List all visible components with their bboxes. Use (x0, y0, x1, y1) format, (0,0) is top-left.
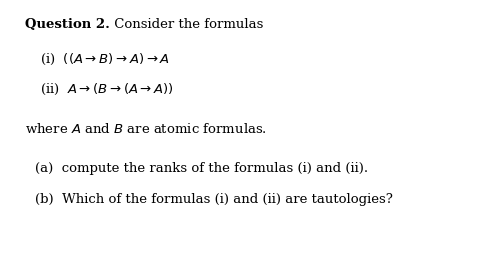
Text: (a)  compute the ranks of the formulas (i) and (ii).: (a) compute the ranks of the formulas (i… (35, 162, 368, 175)
Text: where $A$ and $B$ are atomic formulas.: where $A$ and $B$ are atomic formulas. (25, 122, 267, 136)
Text: Consider the formulas: Consider the formulas (110, 18, 263, 31)
Text: (b)  Which of the formulas (i) and (ii) are tautologies?: (b) Which of the formulas (i) and (ii) a… (35, 193, 393, 206)
Text: (ii)  $A \to (B \to (A \to A))$: (ii) $A \to (B \to (A \to A))$ (40, 82, 174, 97)
Text: Question 2.: Question 2. (25, 18, 110, 31)
Text: (i)  $((A \to B) \to A) \to A$: (i) $((A \to B) \to A) \to A$ (40, 52, 170, 67)
